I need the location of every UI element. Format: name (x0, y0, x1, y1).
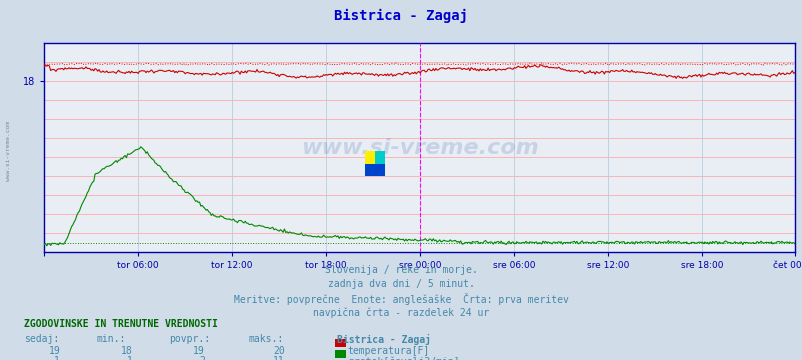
Text: 1: 1 (127, 356, 132, 360)
Text: 19: 19 (192, 346, 205, 356)
Text: Slovenija / reke in morje.: Slovenija / reke in morje. (325, 265, 477, 275)
Text: 20: 20 (273, 346, 285, 356)
Text: 18: 18 (120, 346, 132, 356)
Text: sedaj:: sedaj: (24, 334, 59, 344)
Text: 11: 11 (273, 356, 285, 360)
Text: 19: 19 (48, 346, 60, 356)
Text: ZGODOVINSKE IN TRENUTNE VREDNOSTI: ZGODOVINSKE IN TRENUTNE VREDNOSTI (24, 319, 217, 329)
Bar (375, 164, 385, 176)
Text: Bistrica - Zagaj: Bistrica - Zagaj (334, 9, 468, 23)
Text: Meritve: povprečne  Enote: anglešaške  Črta: prva meritev: Meritve: povprečne Enote: anglešaške Črt… (233, 293, 569, 305)
Text: www.si-vreme.com: www.si-vreme.com (300, 138, 538, 158)
Bar (365, 151, 375, 164)
Bar (365, 164, 375, 176)
Text: Bistrica - Zagaj: Bistrica - Zagaj (337, 334, 431, 345)
Bar (375, 151, 385, 164)
Text: temperatura[F]: temperatura[F] (347, 346, 429, 356)
Text: min.:: min.: (96, 334, 126, 344)
Text: 1: 1 (55, 356, 60, 360)
Text: navpična črta - razdelek 24 ur: navpična črta - razdelek 24 ur (313, 308, 489, 318)
Text: 2: 2 (199, 356, 205, 360)
Text: www.si-vreme.com: www.si-vreme.com (6, 121, 11, 181)
Text: pretok[čevelj3/min]: pretok[čevelj3/min] (347, 356, 459, 360)
Text: maks.:: maks.: (249, 334, 284, 344)
Text: povpr.:: povpr.: (168, 334, 209, 344)
Text: zadnja dva dni / 5 minut.: zadnja dva dni / 5 minut. (328, 279, 474, 289)
